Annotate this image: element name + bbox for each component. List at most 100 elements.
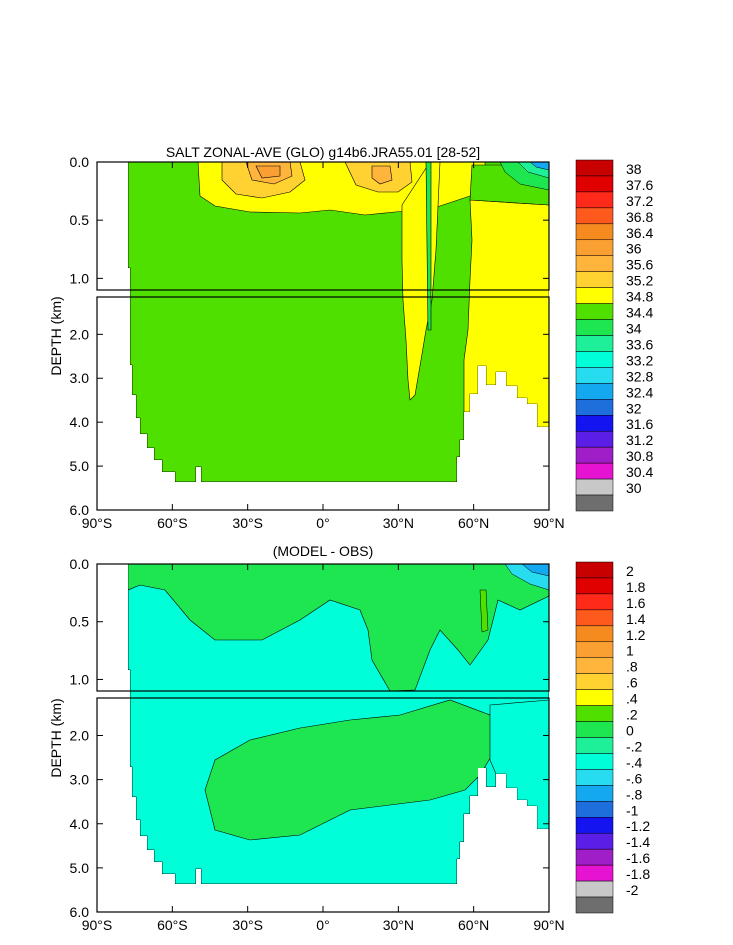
colorbar-label: .8 <box>626 659 638 675</box>
colorbar: 21.81.61.41.21.8.6.4.20-.2-.4-.6-.8-1-1.… <box>575 561 650 914</box>
colorbar-swatch <box>575 430 614 448</box>
colorbar-label: 30 <box>626 480 642 496</box>
colorbar-swatch <box>575 817 614 834</box>
x-tick-label: 90°N <box>533 515 564 531</box>
x-tick-label: 30°N <box>383 917 414 933</box>
y-axis-label: DEPTH (km) <box>48 698 64 777</box>
colorbar-label: 35.2 <box>626 273 653 289</box>
colorbar-label: 2 <box>626 563 634 579</box>
colorbar-swatch <box>575 446 614 464</box>
colorbar-swatch <box>575 351 614 368</box>
colorbar-swatch <box>575 609 614 627</box>
colorbar-swatch <box>575 383 614 400</box>
colorbar-label: 32.4 <box>626 384 653 400</box>
colorbar-label: 32.8 <box>626 368 653 384</box>
colorbar-label: 35.6 <box>626 257 653 273</box>
colorbar-label: .4 <box>626 691 638 707</box>
chart-title: SALT ZONAL-AVE (GLO) g14b6.JRA55.01 [28-… <box>166 144 480 160</box>
colorbar-label: 1 <box>626 643 634 659</box>
y-tick-label: 0.5 <box>70 614 90 630</box>
colorbar-swatch <box>575 721 614 738</box>
colorbar-label: 37.6 <box>626 177 653 193</box>
y-tick-label: 6.0 <box>70 904 90 920</box>
colorbar-swatch <box>575 880 614 898</box>
y-axis-label: DEPTH (km) <box>48 296 64 375</box>
colorbar: 3837.637.236.836.43635.635.234.834.43433… <box>575 159 653 512</box>
y-tick-label: 5.0 <box>70 458 90 474</box>
colorbar-label: 30.8 <box>626 448 653 464</box>
y-tick-label: 3.0 <box>70 370 90 386</box>
colorbar-label: 1.8 <box>626 579 646 595</box>
colorbar-swatch <box>575 239 614 256</box>
colorbar-swatch <box>575 785 614 802</box>
contour-35.6-north <box>371 165 393 185</box>
y-tick-label: 1.0 <box>70 270 90 286</box>
x-tick-label: 0° <box>316 515 329 531</box>
colorbar-label: 31.2 <box>626 432 653 448</box>
colorbar-swatch <box>575 175 614 193</box>
colorbar-label: 38 <box>626 161 642 177</box>
colorbar-label: 34.8 <box>626 289 653 305</box>
colorbar-swatch <box>575 478 614 496</box>
contour-fill <box>128 162 549 482</box>
y-tick-label: 0.5 <box>70 212 90 228</box>
colorbar-label: 36 <box>626 241 642 257</box>
colorbar-swatch <box>575 657 614 674</box>
x-tick-label: 30°S <box>232 515 263 531</box>
colorbar-label: .6 <box>626 675 638 691</box>
contour-fill <box>128 564 549 884</box>
colorbar-swatch <box>575 864 614 882</box>
colorbar-swatch <box>575 896 614 914</box>
colorbar-label: -.2 <box>626 738 643 754</box>
colorbar-label: 33.6 <box>626 336 653 352</box>
colorbar-label: -.6 <box>626 770 643 786</box>
colorbar-swatch <box>575 303 614 320</box>
colorbar-label: 36.4 <box>626 225 653 241</box>
midwater-positive-anomaly <box>204 699 496 841</box>
colorbar-swatch <box>575 494 614 512</box>
x-tick-label: 60°S <box>157 917 188 933</box>
colorbar-label: -.8 <box>626 786 643 802</box>
colorbar-label: 34 <box>626 321 642 337</box>
y-tick-label: 4.0 <box>70 816 90 832</box>
contour-36 <box>255 165 281 179</box>
arctic-fresh-3 <box>529 162 549 171</box>
colorbar-swatch <box>575 335 614 352</box>
x-tick-label: 0° <box>316 917 329 933</box>
colorbar-swatch <box>575 223 614 241</box>
colorbar-swatch <box>575 367 614 384</box>
panel-2: (MODEL - OBS) DEPTH (km) 0.0 0.5 1.0 2.0 3.0 4.… <box>48 543 650 933</box>
x-tick-label: 60°N <box>458 917 489 933</box>
x-tick-label: 90°S <box>82 515 113 531</box>
colorbar-label: 1.2 <box>626 627 646 643</box>
colorbar-swatch <box>575 271 614 288</box>
colorbar-label: 0 <box>626 723 634 739</box>
colorbar-label: 34.4 <box>626 305 653 321</box>
colorbar-swatch <box>575 625 614 643</box>
colorbar-swatch <box>575 848 614 866</box>
colorbar-label: 37.2 <box>626 193 653 209</box>
colorbar-swatch <box>575 689 614 706</box>
colorbar-label: -1.8 <box>626 866 650 882</box>
colorbar-swatch <box>575 319 614 336</box>
colorbar-swatch <box>575 159 614 177</box>
gulf-stream-anomaly <box>479 589 489 633</box>
colorbar-swatch <box>575 287 614 304</box>
colorbar-swatch <box>575 705 614 722</box>
colorbar-swatch <box>575 832 614 850</box>
colorbar-swatch <box>575 415 614 432</box>
colorbar-label: -.4 <box>626 754 643 770</box>
upper-positive-anomaly <box>128 564 549 692</box>
x-tick-label: 60°N <box>458 515 489 531</box>
colorbar-label: 31.6 <box>626 416 653 432</box>
colorbar-swatch <box>575 462 614 480</box>
arctic-deep-anomaly <box>489 699 549 830</box>
x-tick-label: 30°N <box>383 515 414 531</box>
colorbar-swatch <box>575 191 614 209</box>
colorbar-label: 1.4 <box>626 611 646 627</box>
y-tick-label: 1.0 <box>70 671 90 687</box>
colorbar-swatch <box>575 577 614 595</box>
colorbar-swatch <box>575 593 614 611</box>
colorbar-swatch <box>575 769 614 786</box>
